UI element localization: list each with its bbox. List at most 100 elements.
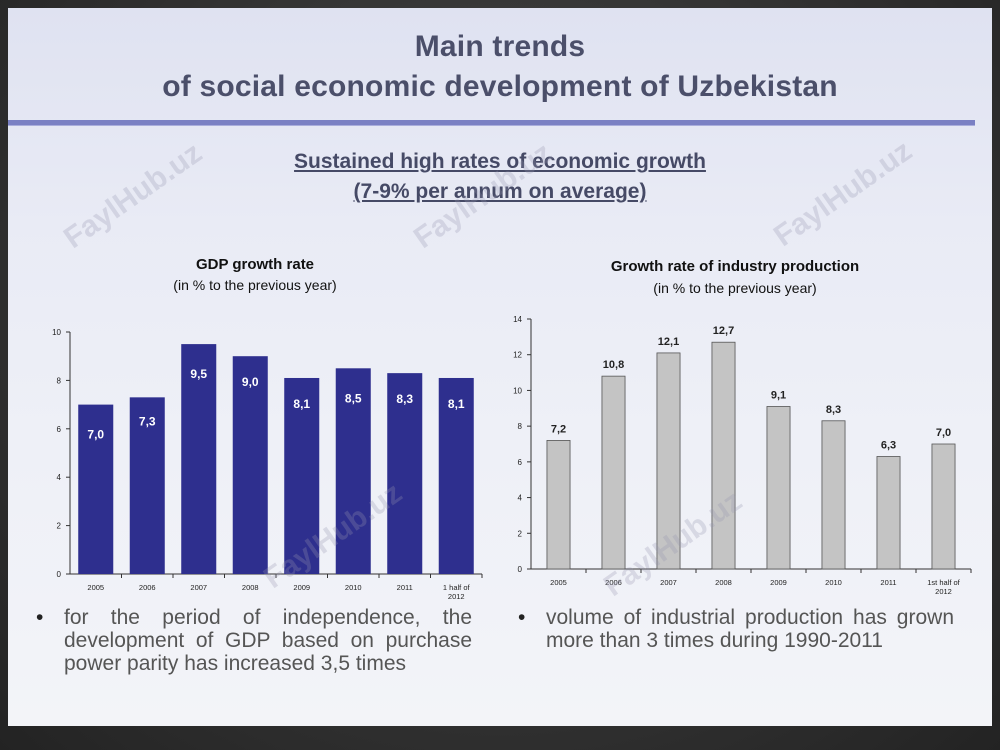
bar [876,456,901,570]
y-tick-label: 2 [518,529,523,538]
y-tick-label: 6 [57,425,62,434]
data-label: 7,0 [936,427,951,439]
category-label: 2008 [715,578,732,587]
category-label: 2005 [87,583,104,592]
title-divider [8,120,975,125]
y-tick-label: 14 [513,315,522,324]
category-label-line: 2005 [550,578,567,587]
title-divider-shadow [8,125,975,126]
data-label: 8,1 [448,397,465,411]
subtitle-line1: Sustained high rates of economic growth [294,150,706,173]
category-label: 2009 [293,583,310,592]
data-label: 12,1 [658,336,679,348]
y-tick-label: 0 [518,565,523,574]
bullet-industry: • volume of industrial production has gr… [518,606,958,686]
data-label: 9,1 [771,390,786,402]
bar [335,368,371,574]
slide-title-line2: of social economic development of Uzbeki… [162,70,838,103]
y-tick-label: 6 [518,458,523,467]
category-label-line: 2010 [825,578,842,587]
category-label: 2006 [139,583,156,592]
data-label: 7,0 [87,428,104,442]
category-label-line: 2012 [448,592,465,601]
data-label: 8,5 [345,391,362,405]
category-label: 2009 [770,578,787,587]
data-label: 12,7 [713,325,734,337]
bar [821,420,846,570]
gdp-chart: 0 2 4 6 8 10 7,0 2005 7,3 2006 9,5 2007 9,0 2008 8,1 20… [52,328,483,601]
bullet-text: volume of industrial production has grow… [546,606,954,652]
y-tick-label: 8 [57,376,62,385]
y-tick-label: 0 [57,570,62,579]
gdp-chart-subtitle: (in % to the previous year) [173,277,337,293]
bar [601,375,626,570]
data-label: 8,1 [293,397,310,411]
category-label-line: 2007 [190,583,207,592]
data-label: 6,3 [881,440,896,452]
category-label: 2007 [660,578,677,587]
category-label-line: 2007 [660,578,677,587]
y-tick-label: 10 [513,386,522,395]
bar [284,377,320,574]
category-label-line: 1 half of [443,583,471,592]
data-label: 8,3 [396,392,413,406]
bar [546,440,571,570]
data-label: 9,5 [190,367,207,381]
data-label: 9,0 [242,375,259,389]
data-label: 7,3 [139,414,156,428]
slide-title-line1: Main trends [414,30,586,63]
bar [129,397,165,574]
category-label-line: 2006 [139,583,156,592]
y-tick-label: 2 [57,522,62,531]
bar [181,344,217,574]
y-tick-label: 12 [513,351,522,360]
bar [766,406,791,570]
bar [387,373,423,574]
category-label-line: 2008 [242,583,259,592]
data-label: 8,3 [826,404,841,416]
category-label-line: 2005 [87,583,104,592]
category-label-line: 2008 [715,578,732,587]
y-tick-label: 8 [518,422,523,431]
industry-chart: 0 2 4 6 8 10 12 14 7,2 2005 10,8 2006 12,1 2007 12,7 20… [513,315,972,596]
category-label-line: 2006 [605,578,622,587]
industry-chart-subtitle: (in % to the previous year) [653,280,817,296]
bullet-symbol: • [518,606,526,629]
subtitle-line2: (7-9% per annum on average) [353,180,647,203]
category-label-line: 2011 [397,583,413,592]
category-label: 1 half of 2012 [443,583,471,601]
category-label-line: 2009 [770,578,787,587]
bar [78,404,114,574]
category-label-line: 2009 [293,583,310,592]
bullet-text: for the period of independence, the deve… [64,606,472,675]
data-label: 10,8 [603,359,624,371]
category-label: 2011 [397,583,413,592]
category-label-line: 2010 [345,583,362,592]
bar [232,356,268,574]
category-label-line: 1st half of [927,578,960,587]
data-label: 7,2 [551,423,566,435]
category-label-line: 2011 [880,578,896,587]
industry-chart-title: Growth rate of industry production [610,258,860,275]
y-tick-label: 4 [518,494,523,503]
bar [931,443,956,570]
category-label-line: 2012 [935,587,952,596]
category-label: 2011 [880,578,896,587]
category-label: 2010 [825,578,842,587]
y-tick-label: 10 [52,328,61,337]
category-label: 2010 [345,583,362,592]
slide: Main trends of social economic developme… [8,8,992,726]
y-tick-label: 4 [57,473,62,482]
category-label: 2006 [605,578,622,587]
category-label: 2007 [190,583,207,592]
bar [438,377,474,574]
bullet-gdp: • for the period of independence, the de… [36,606,476,706]
gdp-chart-title: GDP growth rate [195,256,315,273]
category-label: 2008 [242,583,259,592]
bar [656,352,681,570]
bar [711,341,736,570]
category-label: 1st half of 2012 [927,578,960,596]
bullet-symbol: • [36,606,44,629]
category-label: 2005 [550,578,567,587]
